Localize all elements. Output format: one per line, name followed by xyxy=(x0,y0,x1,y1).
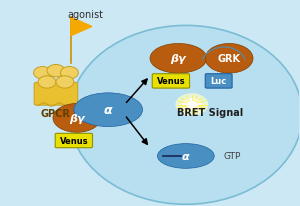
Circle shape xyxy=(182,98,201,112)
Text: βγ: βγ xyxy=(171,54,186,64)
Ellipse shape xyxy=(74,93,142,127)
Text: BRET Signal: BRET Signal xyxy=(177,107,243,117)
Ellipse shape xyxy=(158,144,214,169)
Ellipse shape xyxy=(205,44,253,74)
Ellipse shape xyxy=(150,44,207,74)
FancyBboxPatch shape xyxy=(55,134,92,148)
Text: α: α xyxy=(182,151,190,161)
Circle shape xyxy=(47,65,65,77)
Text: GTP: GTP xyxy=(223,152,241,161)
Text: Venus: Venus xyxy=(157,77,185,86)
Circle shape xyxy=(34,67,52,80)
Ellipse shape xyxy=(53,104,101,133)
Ellipse shape xyxy=(69,26,300,204)
Text: Venus: Venus xyxy=(59,136,88,145)
Text: α: α xyxy=(104,104,112,117)
Circle shape xyxy=(56,76,74,89)
Text: βγ: βγ xyxy=(69,113,85,123)
Text: agonist: agonist xyxy=(68,10,104,20)
FancyBboxPatch shape xyxy=(152,74,190,89)
Text: Luc: Luc xyxy=(211,77,227,86)
FancyBboxPatch shape xyxy=(34,83,78,106)
Polygon shape xyxy=(71,18,92,36)
Circle shape xyxy=(60,67,78,80)
Text: GPCR: GPCR xyxy=(41,108,71,118)
FancyBboxPatch shape xyxy=(205,74,232,89)
Circle shape xyxy=(38,76,56,89)
Text: GRK: GRK xyxy=(218,54,241,64)
Circle shape xyxy=(176,94,208,116)
